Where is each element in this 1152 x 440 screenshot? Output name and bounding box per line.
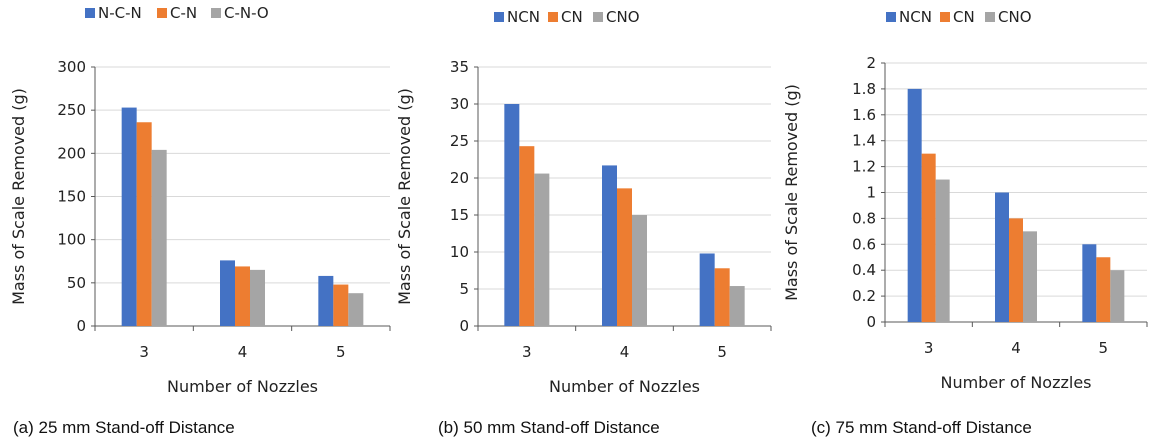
y-tick-label: 10 xyxy=(450,243,469,261)
bar-ncn-5 xyxy=(1082,244,1097,322)
x-axis-title: Number of Nozzles xyxy=(940,373,1091,392)
bar-cno-3 xyxy=(534,173,550,326)
y-tick-label: 300 xyxy=(57,58,86,76)
chart-panel-c: NCN CN CNO 0 0.2 0.4 0.6 0.8 1 1.2 1.4 1.6 1.8 2 3 4 5 Nu… xyxy=(775,0,1152,440)
y-tick-label: 250 xyxy=(57,101,86,119)
y-tick-label: 1.6 xyxy=(852,106,876,124)
y-tick-label: 1.8 xyxy=(852,80,876,98)
legend: NCN CN CNO xyxy=(886,8,1032,26)
bar-chart: N-C-N C-N C-N-O 0 50 100 150 200 250 300 3 4 5 Number… xyxy=(9,4,391,437)
y-tick-label: 0.2 xyxy=(852,287,876,305)
y-tick-label: 0.4 xyxy=(852,261,876,279)
y-tick-label: 1 xyxy=(866,184,876,202)
y-tick-label: 0 xyxy=(866,313,876,331)
bar-cno-5 xyxy=(1110,270,1125,322)
y-tick-label: 15 xyxy=(450,206,469,224)
y-axis-title: Mass of Scale Removed (g) xyxy=(9,88,28,305)
y-tick-label: 100 xyxy=(57,231,86,249)
bar-cno-4 xyxy=(1023,231,1037,322)
bar-cn-5 xyxy=(1096,257,1111,322)
bar-c-n-4 xyxy=(235,266,250,326)
y-tick-label: 200 xyxy=(57,144,86,162)
y-tick-label: 0.8 xyxy=(852,209,876,227)
x-axis-title: Number of Nozzles xyxy=(167,377,318,396)
legend: NCN CN CNO xyxy=(494,8,640,26)
legend-swatch xyxy=(940,12,950,22)
y-tick-label: 0.6 xyxy=(852,235,876,253)
legend-swatch xyxy=(85,8,95,18)
bar-ncn-3 xyxy=(504,104,520,326)
bar-c-n-5 xyxy=(333,284,349,326)
legend-swatch xyxy=(593,12,603,22)
x-tick-label: 5 xyxy=(336,343,346,361)
chart-caption: (c) 75 mm Stand-off Distance xyxy=(811,418,1032,437)
bar-ncn-4 xyxy=(995,192,1009,322)
bar-cn-5 xyxy=(714,268,730,326)
legend-swatch xyxy=(985,12,995,22)
y-tick-label: 0 xyxy=(459,317,469,335)
chart-caption: (b) 50 mm Stand-off Distance xyxy=(438,418,660,437)
bar-c-n-o-4 xyxy=(250,269,265,326)
y-tick-label: 50 xyxy=(67,274,86,292)
y-tick-label: 1.2 xyxy=(852,158,876,176)
chart-panel-b: NCN CN CNO 0 5 10 15 20 25 30 35 3 4 5 Number of Nozzl… xyxy=(395,0,775,440)
bar-n-c-n-3 xyxy=(121,107,137,327)
y-tick-label: 25 xyxy=(450,132,469,150)
x-tick-label: 3 xyxy=(522,343,532,361)
x-tick-label: 4 xyxy=(238,343,248,361)
legend-label: C-N xyxy=(170,4,197,22)
bar-c-n-o-3 xyxy=(151,149,167,326)
legend-label: NCN xyxy=(507,8,540,26)
y-tick-label: 150 xyxy=(57,188,86,206)
bar-cn-3 xyxy=(921,153,936,322)
chart-panel-a: N-C-N C-N C-N-O 0 50 100 150 200 250 300 3 4 5 Number… xyxy=(0,0,395,440)
bar-c-n-3 xyxy=(136,122,152,327)
x-tick-label: 5 xyxy=(717,343,727,361)
y-tick-label: 5 xyxy=(459,280,469,298)
bar-cn-4 xyxy=(1009,218,1023,322)
bar-chart: NCN CN CNO 0 5 10 15 20 25 30 35 3 4 5 Number of Nozzl… xyxy=(395,8,772,437)
bar-n-c-n-4 xyxy=(220,260,235,326)
legend-swatch xyxy=(548,12,558,22)
legend-label: NCN xyxy=(899,8,932,26)
y-axis-title: Mass of Scale Removed (g) xyxy=(395,88,414,305)
bar-ncn-5 xyxy=(699,253,715,326)
x-tick-label: 5 xyxy=(1099,339,1109,357)
bar-c-n-o-5 xyxy=(348,293,364,326)
y-tick-label: 0 xyxy=(76,317,86,335)
legend: N-C-N C-N C-N-O xyxy=(85,4,269,22)
y-tick-label: 35 xyxy=(450,58,469,76)
legend-swatch xyxy=(211,8,221,18)
x-axis-title: Number of Nozzles xyxy=(549,377,700,396)
legend-label: CN xyxy=(953,8,975,26)
bar-ncn-3 xyxy=(907,88,922,323)
x-tick-label: 3 xyxy=(924,339,934,357)
y-tick-label: 20 xyxy=(450,169,469,187)
y-axis-title: Mass of Scale Removed (g) xyxy=(782,84,801,301)
legend-label: CN xyxy=(561,8,583,26)
legend-label: C-N-O xyxy=(224,4,269,22)
legend-swatch xyxy=(157,8,167,18)
bar-cno-4 xyxy=(632,215,647,326)
bar-cno-5 xyxy=(729,286,745,326)
bar-cno-3 xyxy=(935,179,950,322)
legend-label: N-C-N xyxy=(98,4,142,22)
bar-ncn-4 xyxy=(602,165,617,326)
y-tick-label: 30 xyxy=(450,95,469,113)
legend-swatch xyxy=(494,12,504,22)
x-tick-label: 4 xyxy=(1011,339,1021,357)
legend-swatch xyxy=(886,12,896,22)
bar-chart: NCN CN CNO 0 0.2 0.4 0.6 0.8 1 1.2 1.4 1.6 1.8 2 3 4 5 Nu… xyxy=(782,8,1148,437)
bar-cn-3 xyxy=(519,146,535,326)
legend-label: CNO xyxy=(998,8,1032,26)
bar-n-c-n-5 xyxy=(318,275,334,326)
chart-caption: (a) 25 mm Stand-off Distance xyxy=(13,418,235,437)
y-tick-label: 2 xyxy=(866,54,876,72)
legend-label: CNO xyxy=(606,8,640,26)
x-tick-label: 3 xyxy=(139,343,149,361)
y-tick-label: 1.4 xyxy=(852,132,876,150)
bar-cn-4 xyxy=(617,188,632,326)
x-tick-label: 4 xyxy=(620,343,630,361)
